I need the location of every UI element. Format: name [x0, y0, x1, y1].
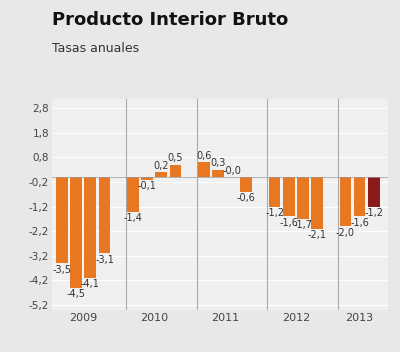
Text: -1,7: -1,7	[294, 220, 312, 230]
Text: -2,0: -2,0	[336, 228, 355, 238]
Text: -3,5: -3,5	[52, 265, 72, 275]
Bar	[127, 177, 139, 212]
Text: -1,6: -1,6	[350, 218, 369, 228]
Bar	[99, 177, 110, 253]
Bar	[340, 177, 351, 226]
Text: -1,2: -1,2	[265, 208, 284, 218]
Text: -2,1: -2,1	[308, 230, 327, 240]
Text: -1,6: -1,6	[279, 218, 298, 228]
Text: 0,2: 0,2	[154, 161, 169, 171]
Bar	[311, 177, 323, 229]
Bar	[56, 177, 68, 263]
Text: Tasas anuales: Tasas anuales	[52, 42, 139, 55]
Bar	[269, 177, 280, 207]
Bar	[141, 177, 153, 180]
Text: -1,4: -1,4	[123, 213, 142, 223]
Bar	[155, 172, 167, 177]
Bar	[354, 177, 366, 216]
Text: -0,6: -0,6	[237, 193, 256, 203]
Bar	[240, 177, 252, 192]
Bar	[283, 177, 294, 216]
Text: -3,1: -3,1	[95, 255, 114, 265]
Text: 0,3: 0,3	[210, 158, 226, 168]
Bar	[84, 177, 96, 278]
Text: -0,1: -0,1	[138, 181, 156, 191]
Text: 0,5: 0,5	[168, 153, 183, 163]
Bar	[212, 170, 224, 177]
Bar	[297, 177, 309, 219]
Bar	[198, 162, 210, 177]
Text: Producto Interior Bruto: Producto Interior Bruto	[52, 11, 288, 29]
Text: -4,5: -4,5	[67, 289, 86, 299]
Bar	[70, 177, 82, 288]
Text: -4,1: -4,1	[81, 279, 100, 289]
Text: 0,6: 0,6	[196, 151, 211, 161]
Text: -0,0: -0,0	[223, 166, 242, 176]
Text: -1,2: -1,2	[364, 208, 383, 218]
Bar	[368, 177, 380, 207]
Bar	[170, 165, 181, 177]
